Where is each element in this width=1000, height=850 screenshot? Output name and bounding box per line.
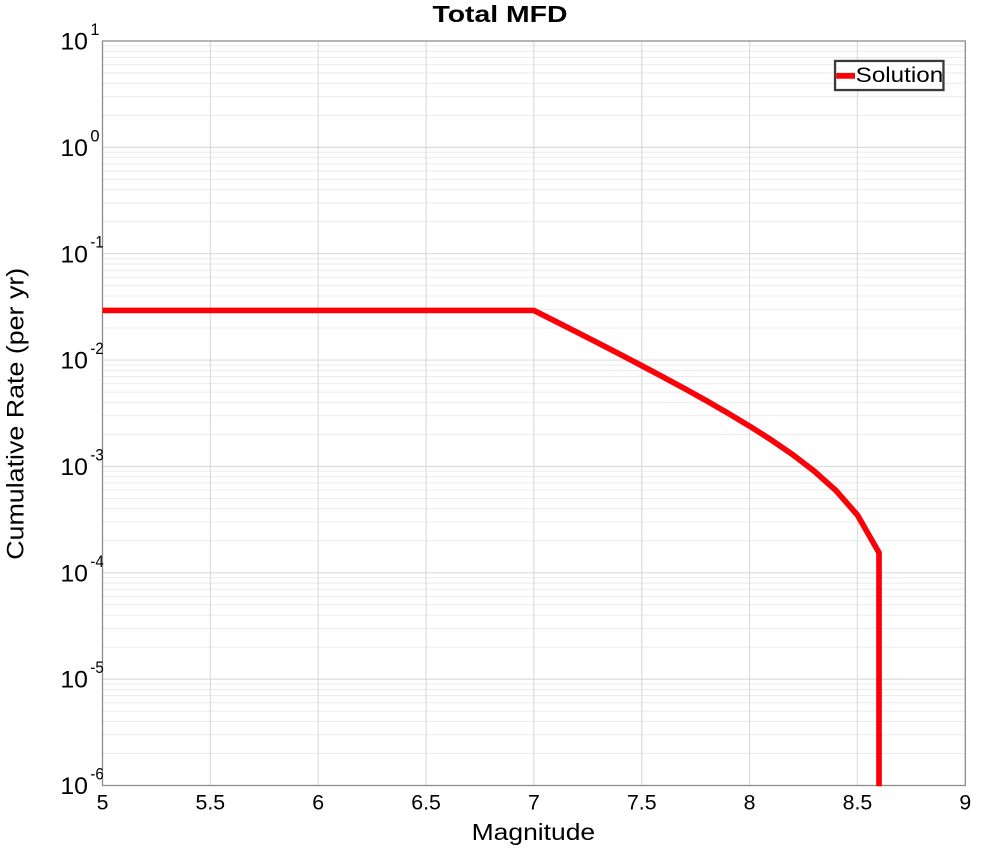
svg-text:7: 7 xyxy=(528,790,540,814)
svg-text:Magnitude: Magnitude xyxy=(472,819,596,845)
svg-text:7.5: 7.5 xyxy=(627,790,657,814)
svg-text:10: 10 xyxy=(60,348,88,375)
svg-text:-2: -2 xyxy=(90,340,103,358)
svg-text:6.5: 6.5 xyxy=(411,790,441,814)
svg-text:-3: -3 xyxy=(90,446,103,464)
svg-text:Total MFD: Total MFD xyxy=(433,1,568,27)
svg-text:10: 10 xyxy=(60,560,88,587)
svg-text:5: 5 xyxy=(97,790,109,814)
svg-text:6: 6 xyxy=(312,790,324,814)
svg-text:9: 9 xyxy=(959,790,971,814)
svg-text:-6: -6 xyxy=(90,766,103,784)
svg-text:-1: -1 xyxy=(90,234,103,252)
svg-text:5.5: 5.5 xyxy=(196,790,226,814)
svg-text:Cumulative Rate (per yr): Cumulative Rate (per yr) xyxy=(3,268,30,560)
svg-text:10: 10 xyxy=(60,135,88,162)
svg-text:10: 10 xyxy=(60,667,88,694)
svg-text:1: 1 xyxy=(90,21,99,39)
svg-text:0: 0 xyxy=(90,127,99,145)
svg-text:Solution: Solution xyxy=(856,64,944,87)
svg-text:-4: -4 xyxy=(90,553,103,571)
svg-text:10: 10 xyxy=(60,29,88,56)
svg-text:10: 10 xyxy=(60,773,88,800)
svg-text:-5: -5 xyxy=(90,659,103,677)
svg-text:10: 10 xyxy=(60,241,88,268)
svg-text:8.5: 8.5 xyxy=(843,790,873,814)
svg-text:10: 10 xyxy=(60,454,88,481)
svg-text:8: 8 xyxy=(744,790,756,814)
